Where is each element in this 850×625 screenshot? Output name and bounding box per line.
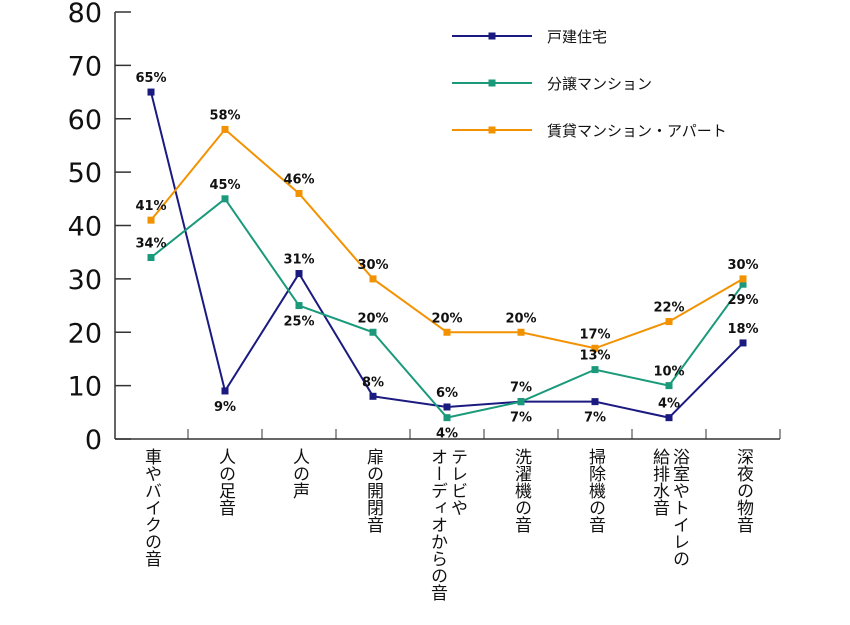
y-tick-label: 30 bbox=[68, 265, 102, 296]
data-label: 7% bbox=[584, 411, 606, 426]
data-label: 13% bbox=[579, 349, 610, 364]
legend-marker bbox=[488, 79, 496, 87]
data-point bbox=[369, 275, 377, 283]
data-label: 7% bbox=[510, 381, 532, 396]
data-label: 4% bbox=[436, 427, 458, 442]
legend-item: 戸建住宅 bbox=[452, 28, 607, 46]
data-point bbox=[591, 344, 599, 352]
data-point bbox=[739, 280, 747, 288]
data-label: 45% bbox=[209, 178, 240, 193]
x-category-label: 浴室やトイレの 給排水音 bbox=[649, 448, 689, 567]
data-point bbox=[369, 392, 377, 400]
y-tick-label: 60 bbox=[68, 105, 102, 136]
data-label: 31% bbox=[283, 253, 314, 268]
data-label: 20% bbox=[505, 311, 536, 326]
legend-item: 賃貸マンション・アパート bbox=[452, 122, 727, 140]
data-point bbox=[221, 195, 229, 203]
data-point bbox=[517, 328, 525, 336]
data-label: 20% bbox=[431, 311, 462, 326]
data-label: 9% bbox=[214, 400, 236, 415]
legend-label: 賃貸マンション・アパート bbox=[547, 122, 727, 140]
x-category-label: 扉の開閉音 bbox=[363, 448, 383, 533]
data-point bbox=[369, 328, 377, 336]
legend-label: 戸建住宅 bbox=[547, 28, 607, 46]
data-label: 41% bbox=[135, 199, 166, 214]
data-label: 30% bbox=[727, 258, 758, 273]
data-point bbox=[591, 398, 599, 406]
y-tick-label: 70 bbox=[68, 51, 102, 82]
data-point bbox=[295, 270, 303, 278]
series-2 bbox=[147, 195, 747, 422]
data-label: 7% bbox=[510, 411, 532, 426]
x-category-label: 洗濯機の音 bbox=[511, 448, 531, 533]
data-point bbox=[443, 328, 451, 336]
y-tick-label: 0 bbox=[85, 425, 102, 456]
y-tick-label: 40 bbox=[68, 212, 102, 243]
data-label: 10% bbox=[653, 365, 684, 380]
data-label: 58% bbox=[209, 108, 240, 123]
x-category-label: 人の声 bbox=[289, 448, 309, 499]
legend-marker bbox=[488, 32, 496, 40]
data-point bbox=[147, 254, 155, 262]
data-point bbox=[665, 318, 673, 326]
data-label: 65% bbox=[135, 71, 166, 86]
data-point bbox=[665, 414, 673, 422]
data-point bbox=[147, 216, 155, 224]
data-label: 20% bbox=[357, 311, 388, 326]
x-category-label: 車やバイクの音 bbox=[141, 448, 161, 567]
data-labels: 65% 9% 31% 8% 6% 7% 7% 4% 18% 34% 45% 25% 20% 4% 7% 13%… bbox=[135, 71, 758, 442]
y-tick-label: 10 bbox=[68, 372, 102, 403]
data-label: 25% bbox=[283, 315, 314, 330]
legend-item: 分譲マンション bbox=[452, 75, 652, 93]
y-tick-label: 80 bbox=[68, 0, 102, 29]
data-label: 17% bbox=[579, 327, 610, 342]
series-layer bbox=[147, 88, 747, 422]
y-tick-label: 50 bbox=[68, 158, 102, 189]
data-label: 8% bbox=[362, 375, 384, 390]
data-label: 29% bbox=[727, 293, 758, 308]
data-point bbox=[443, 403, 451, 411]
data-point bbox=[591, 366, 599, 374]
data-label: 18% bbox=[727, 322, 758, 337]
x-category-label: 人の足音 bbox=[215, 448, 235, 516]
data-point bbox=[221, 125, 229, 133]
x-category-label: テレビや オーディオからの音 bbox=[427, 448, 467, 601]
data-point bbox=[147, 88, 155, 96]
data-point bbox=[739, 339, 747, 347]
data-point bbox=[443, 414, 451, 422]
data-point bbox=[665, 382, 673, 390]
x-category-label: 深夜の物音 bbox=[733, 448, 753, 533]
x-category-label: 掃除機の音 bbox=[585, 448, 605, 533]
data-label: 46% bbox=[283, 172, 314, 187]
data-label: 34% bbox=[135, 237, 166, 252]
y-tick-label: 20 bbox=[68, 318, 102, 349]
data-point bbox=[739, 275, 747, 283]
data-point bbox=[517, 398, 525, 406]
data-label: 22% bbox=[653, 301, 684, 316]
legend-label: 分譲マンション bbox=[547, 75, 652, 93]
data-label: 6% bbox=[436, 386, 458, 401]
data-label: 4% bbox=[658, 397, 680, 412]
data-point bbox=[221, 387, 229, 395]
data-point bbox=[295, 302, 303, 310]
series-3 bbox=[147, 125, 747, 352]
data-point bbox=[295, 189, 303, 197]
legend-marker bbox=[488, 126, 496, 134]
y-axis-ticks: 0 10 20 30 40 50 60 70 80 bbox=[68, 0, 131, 456]
series-1 bbox=[147, 88, 747, 422]
data-label: 30% bbox=[357, 258, 388, 273]
